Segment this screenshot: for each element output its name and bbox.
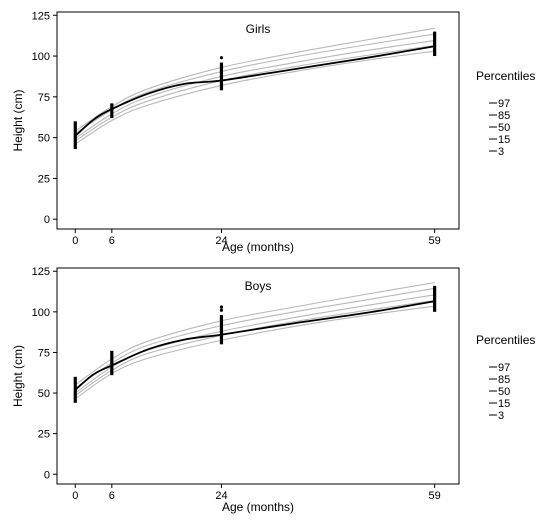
y-tick-label: 25	[38, 173, 50, 185]
percentile-line-15	[74, 299, 435, 396]
x-tick-label: 24	[215, 490, 227, 502]
y-tick-label: 50	[38, 133, 50, 145]
legend-entry-15: 15	[498, 398, 510, 410]
observation-outlier	[219, 308, 224, 312]
y-axis-label: Height (cm)	[11, 345, 25, 407]
y-tick-label: 50	[38, 388, 50, 400]
x-tick-label: 6	[109, 490, 115, 502]
chart-panel-boys: Boys 0 25 50 75 100 125 0 6 24 59 Age (months) Heigh…	[11, 266, 535, 514]
y-tick-label: 0	[44, 469, 50, 481]
plot-frame	[56, 267, 460, 485]
observation-outlier	[219, 56, 224, 60]
legend-entry-3: 3	[498, 410, 504, 422]
x-tick-label: 0	[72, 235, 78, 247]
y-tick-label: 125	[32, 10, 50, 22]
plot-frame	[56, 11, 460, 230]
legend-title: Percentiles	[476, 69, 535, 83]
y-tick-label: 100	[32, 51, 50, 63]
y-tick-label: 25	[38, 429, 50, 441]
x-axis-label: Age (months)	[222, 240, 294, 254]
legend-entry-97: 97	[498, 362, 510, 374]
x-tick-label: 6	[109, 235, 115, 247]
y-tick-label: 0	[44, 214, 50, 226]
chart-panel-girls: Girls 0 25 50 75 100 125 0 6 24 59 Age (months) Heig…	[11, 10, 535, 254]
x-tick-label: 0	[72, 490, 78, 502]
observation-outlier	[219, 305, 224, 309]
chart-title: Boys	[245, 279, 272, 293]
legend-entry-85: 85	[498, 374, 510, 386]
x-tick-label: 59	[429, 490, 441, 502]
percentile-line-3	[74, 305, 435, 400]
percentile-line-3	[74, 50, 435, 145]
legend-entry-3: 3	[498, 146, 504, 158]
legend-entry-97: 97	[498, 98, 510, 110]
y-tick-label: 100	[32, 307, 50, 319]
percentile-line-97	[74, 27, 435, 132]
legend-entry-15: 15	[498, 134, 510, 146]
legend-entry-50: 50	[498, 386, 510, 398]
y-tick-label: 75	[38, 92, 50, 104]
x-tick-label: 59	[429, 235, 441, 247]
y-tick-label: 125	[32, 266, 50, 278]
mean-growth-line	[74, 300, 435, 391]
legend-title: Percentiles	[476, 333, 535, 347]
percentile-line-50	[74, 294, 435, 394]
x-tick-label: 24	[215, 235, 227, 247]
y-axis-label: Height (cm)	[11, 89, 25, 151]
legend-entry-50: 50	[498, 122, 510, 134]
chart-title: Girls	[246, 22, 271, 36]
x-axis-label: Age (months)	[222, 500, 294, 514]
mean-growth-line	[74, 45, 435, 137]
percentile-line-85	[74, 33, 435, 135]
y-tick-label: 75	[38, 347, 50, 359]
legend-entry-85: 85	[498, 110, 510, 122]
